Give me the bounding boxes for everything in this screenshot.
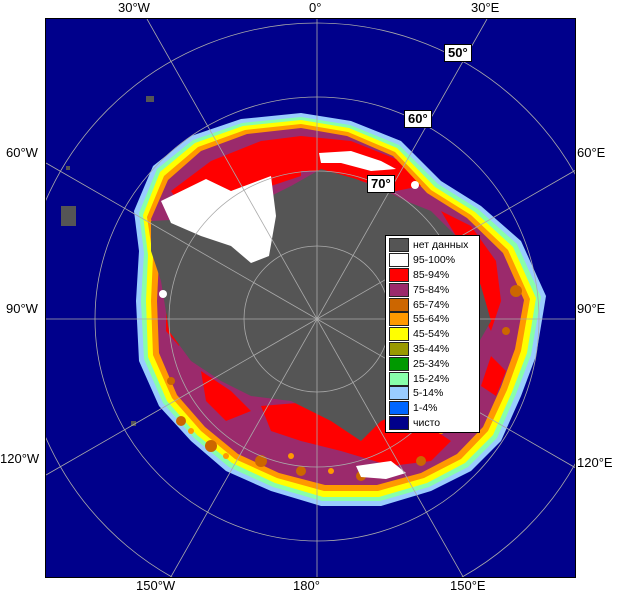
legend-item: 1-4% [389,401,479,416]
no-data-specks [61,96,154,426]
lon-label-90e: 90°E [577,301,606,316]
legend-item: 15-24% [389,371,479,386]
legend-label: 35-44% [413,342,450,355]
legend-swatch [389,327,409,342]
lon-label-30w-top: 30°W [118,0,150,15]
legend-swatch [389,356,409,371]
lon-label-60e: 60°E [577,145,606,160]
lon-label-150e-bottom: 150°E [450,578,486,593]
legend-label: чисто [413,416,441,429]
lon-label-180-bottom: 180° [293,578,320,593]
legend-item: 55-64% [389,312,479,327]
legend-item: 45-54% [389,327,479,342]
legend-label: 5-14% [413,387,444,400]
legend-item: 5-14% [389,386,479,401]
lat-label-70: 70° [367,175,395,193]
legend-label: 25-34% [413,357,450,370]
legend: нет данных 95-100% 85-94% 75-84% 65-74% 55-64… [385,235,480,434]
legend-swatch [389,253,409,268]
legend-item: 95-100% [389,253,479,268]
legend-label: 45-54% [413,328,450,341]
legend-item: 75-84% [389,282,479,297]
legend-label: 95-100% [413,254,456,267]
legend-swatch [389,312,409,327]
lat-label-50: 50° [444,44,472,62]
lon-label-120w: 120°W [0,451,40,466]
legend-swatch [389,282,409,297]
lon-label-30e-top: 30°E [471,0,500,15]
legend-item: 85-94% [389,267,479,283]
legend-item: 35-44% [389,341,479,357]
ice-95-100-patches [159,151,419,479]
sea-ice-map: нет данных 95-100% 85-94% 75-84% 65-74% 55-64… [45,18,576,578]
legend-swatch [389,238,409,253]
legend-label: 85-94% [413,268,450,281]
legend-label: нет данных [413,239,469,252]
lon-label-60w: 60°W [6,145,38,160]
legend-item: нет данных [389,238,479,253]
lon-label-90w: 90°W [6,301,38,316]
legend-item: чисто [389,415,479,431]
legend-label: 15-24% [413,372,450,385]
ice-65-74-patches [167,285,522,481]
legend-label: 75-84% [413,283,450,296]
legend-label: 65-74% [413,298,450,311]
legend-item: 25-34% [389,356,479,371]
map-canvas [46,19,575,577]
lon-label-150w-bottom: 150°W [136,578,176,593]
legend-swatch [389,415,409,430]
legend-label: 1-4% [413,402,438,415]
legend-swatch [389,401,409,416]
legend-swatch [389,386,409,401]
lat-label-60: 60° [404,110,432,128]
legend-swatch [389,371,409,386]
lon-label-120e: 120°E [577,455,613,470]
legend-swatch [389,267,409,282]
legend-swatch [389,341,409,356]
legend-item: 65-74% [389,297,479,312]
legend-swatch [389,297,409,312]
lon-label-0-top: 0° [309,0,322,15]
legend-label: 55-64% [413,313,450,326]
